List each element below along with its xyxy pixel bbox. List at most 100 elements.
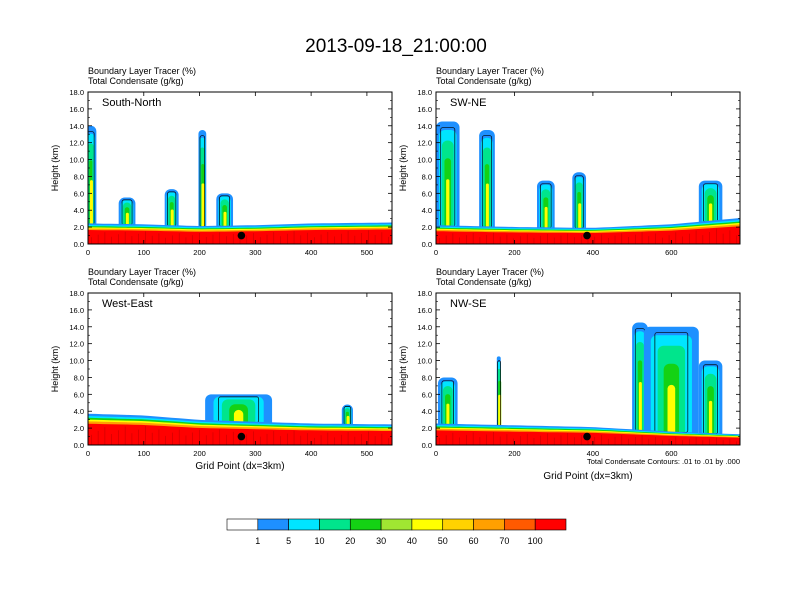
colorbar-swatch bbox=[226, 518, 259, 531]
y-tick-label: 10.0 bbox=[69, 357, 84, 366]
plume-3-level-4 bbox=[578, 203, 582, 235]
panel-label: South-North bbox=[102, 97, 161, 109]
y-tick-label: 4.0 bbox=[422, 407, 432, 416]
plot-area bbox=[436, 121, 740, 244]
colorbar-swatch bbox=[442, 518, 474, 531]
x-tick-label: 100 bbox=[138, 248, 151, 257]
x-tick-label: 200 bbox=[193, 248, 206, 257]
x-tick-label: 0 bbox=[434, 449, 438, 458]
y-tick-label: 18.0 bbox=[69, 88, 84, 97]
y-axis-label: Height (km) bbox=[50, 346, 60, 393]
plume-4-level-4 bbox=[708, 400, 713, 439]
panel-header-line2: Total Condensate (g/kg) bbox=[436, 277, 532, 287]
y-tick-label: 2.0 bbox=[74, 424, 84, 433]
panel-label: NW-SE bbox=[450, 298, 486, 310]
colorbar-label: 70 bbox=[499, 536, 509, 546]
colorbar-label: 50 bbox=[438, 536, 448, 546]
panel-header-line1: Boundary Layer Tracer (%) bbox=[436, 66, 544, 76]
x-tick-label: 200 bbox=[193, 449, 206, 458]
y-tick-label: 18.0 bbox=[417, 289, 432, 298]
colorbar-swatch bbox=[504, 518, 536, 531]
plot-area bbox=[436, 322, 740, 445]
y-tick-label: 8.0 bbox=[74, 172, 84, 181]
y-tick-label: 16.0 bbox=[69, 306, 84, 315]
colorbar-swatch bbox=[411, 518, 444, 531]
colorbar-label: 30 bbox=[376, 536, 386, 546]
colorbar-label: 20 bbox=[345, 536, 355, 546]
main-title: 2013-09-18_21:00:00 bbox=[305, 36, 487, 57]
colorbar-label: 40 bbox=[407, 536, 417, 546]
y-tick-label: 14.0 bbox=[417, 122, 432, 131]
y-tick-label: 4.0 bbox=[74, 206, 84, 215]
x-tick-label: 600 bbox=[665, 248, 678, 257]
y-tick-label: 10.0 bbox=[417, 156, 432, 165]
x-axis-label: Grid Point (dx=3km) bbox=[195, 461, 284, 472]
y-tick-label: 0.0 bbox=[422, 240, 432, 249]
x-tick-label: 0 bbox=[86, 449, 90, 458]
location-marker bbox=[583, 231, 591, 240]
colorbar: 1 5 10 20 30 40 50 60 70 100 bbox=[226, 518, 567, 546]
colorbar-label: 1 bbox=[255, 536, 260, 546]
plot-background bbox=[88, 92, 392, 244]
plot-area bbox=[88, 125, 392, 244]
y-tick-label: 12.0 bbox=[69, 139, 84, 148]
y-tick-label: 10.0 bbox=[69, 156, 84, 165]
x-axis-label: Grid Point (dx=3km) bbox=[543, 471, 632, 482]
x-tick-label: 200 bbox=[508, 248, 521, 257]
y-tick-label: 8.0 bbox=[422, 373, 432, 382]
y-tick-label: 6.0 bbox=[422, 390, 432, 399]
panel-2: Boundary Layer Tracer (%)Total Condensat… bbox=[50, 267, 393, 472]
y-axis-label: Height (km) bbox=[50, 145, 60, 192]
y-tick-label: 4.0 bbox=[74, 407, 84, 416]
y-tick-label: 8.0 bbox=[422, 172, 432, 181]
panel-header-line1: Boundary Layer Tracer (%) bbox=[88, 267, 196, 277]
y-tick-label: 2.0 bbox=[422, 424, 432, 433]
x-tick-label: 500 bbox=[361, 248, 374, 257]
colorbar-swatch bbox=[534, 518, 567, 531]
y-tick-label: 18.0 bbox=[69, 289, 84, 298]
plume-2-level-4 bbox=[638, 382, 642, 437]
colorbar-swatch bbox=[319, 518, 351, 531]
panel-1: Boundary Layer Tracer (%)Total Condensat… bbox=[398, 66, 741, 257]
panels: Boundary Layer Tracer (%)Total Condensat… bbox=[50, 66, 741, 482]
panel-header-line2: Total Condensate (g/kg) bbox=[436, 76, 532, 86]
colorbar-label: 60 bbox=[469, 536, 479, 546]
panel-header-line2: Total Condensate (g/kg) bbox=[88, 76, 184, 86]
contour-note: Total Condensate Contours: .01 to .01 by… bbox=[587, 457, 740, 466]
location-marker bbox=[237, 231, 246, 240]
y-tick-label: 18.0 bbox=[417, 88, 432, 97]
panel-header-line1: Boundary Layer Tracer (%) bbox=[88, 66, 196, 76]
y-tick-label: 2.0 bbox=[74, 223, 84, 232]
panel-header-line2: Total Condensate (g/kg) bbox=[88, 277, 184, 287]
y-tick-label: 14.0 bbox=[69, 323, 84, 332]
y-tick-label: 8.0 bbox=[74, 373, 84, 382]
x-tick-label: 300 bbox=[249, 449, 262, 458]
y-axis-label: Height (km) bbox=[398, 346, 408, 393]
y-tick-label: 12.0 bbox=[417, 340, 432, 349]
colorbar-swatch bbox=[349, 518, 382, 531]
colorbar-swatch bbox=[288, 518, 320, 531]
colorbar-swatch bbox=[380, 518, 413, 531]
plume-3-level-4 bbox=[667, 384, 676, 438]
panel-header-line1: Boundary Layer Tracer (%) bbox=[436, 267, 544, 277]
x-tick-label: 200 bbox=[508, 449, 521, 458]
y-tick-label: 4.0 bbox=[422, 206, 432, 215]
y-tick-label: 14.0 bbox=[69, 122, 84, 131]
colorbar-label: 5 bbox=[286, 536, 291, 546]
y-tick-label: 12.0 bbox=[417, 139, 432, 148]
x-tick-label: 300 bbox=[249, 248, 262, 257]
plume-1-level-4 bbox=[485, 183, 489, 235]
y-tick-label: 6.0 bbox=[74, 390, 84, 399]
y-tick-label: 16.0 bbox=[69, 105, 84, 114]
x-tick-label: 400 bbox=[305, 449, 318, 458]
y-axis-label: Height (km) bbox=[398, 145, 408, 192]
panel-0: Boundary Layer Tracer (%)Total Condensat… bbox=[50, 66, 393, 257]
location-marker bbox=[237, 432, 246, 441]
x-tick-label: 400 bbox=[587, 449, 600, 458]
x-tick-label: 500 bbox=[361, 449, 374, 458]
y-tick-label: 2.0 bbox=[422, 223, 432, 232]
x-tick-label: 0 bbox=[86, 248, 90, 257]
y-tick-label: 6.0 bbox=[74, 189, 84, 198]
y-tick-label: 16.0 bbox=[417, 105, 432, 114]
